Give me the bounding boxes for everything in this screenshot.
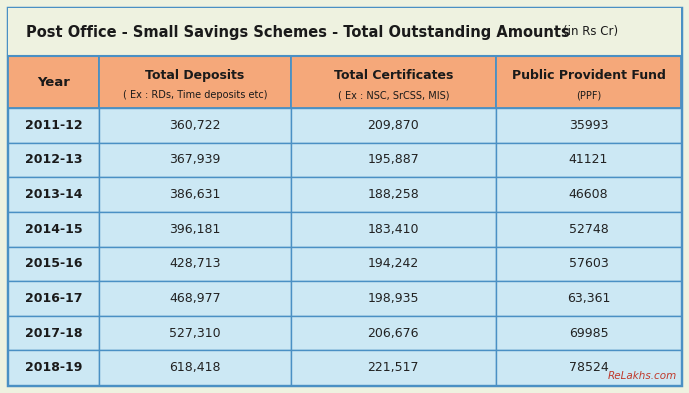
Bar	[291, 143, 496, 177]
Text: 2014-15: 2014-15	[25, 223, 82, 236]
Bar	[291, 246, 496, 281]
Text: Total Deposits: Total Deposits	[145, 69, 245, 82]
Bar	[496, 246, 681, 281]
Text: Post Office - Small Savings Schemes - Total Outstanding Amounts: Post Office - Small Savings Schemes - To…	[25, 24, 569, 40]
Text: 2015-16: 2015-16	[25, 257, 82, 270]
Bar	[291, 281, 496, 316]
Text: 206,676: 206,676	[367, 327, 419, 340]
Bar	[291, 212, 496, 246]
Text: 194,242: 194,242	[368, 257, 419, 270]
Text: 221,517: 221,517	[367, 361, 419, 374]
Bar	[496, 351, 681, 385]
Bar	[99, 177, 291, 212]
Text: 52748: 52748	[568, 223, 608, 236]
Text: 69985: 69985	[568, 327, 608, 340]
Bar	[8, 212, 99, 246]
Text: 209,870: 209,870	[367, 119, 419, 132]
Bar	[8, 8, 681, 56]
Text: 428,713: 428,713	[169, 257, 220, 270]
Bar	[291, 108, 496, 143]
Text: Public Provident Fund: Public Provident Fund	[511, 69, 666, 82]
Bar	[99, 316, 291, 351]
Text: 198,935: 198,935	[367, 292, 419, 305]
Text: 35993: 35993	[568, 119, 608, 132]
Text: 367,939: 367,939	[169, 153, 220, 167]
Bar	[496, 56, 681, 108]
Bar	[496, 177, 681, 212]
Bar	[291, 56, 496, 108]
Bar	[99, 56, 291, 108]
Text: 2012-13: 2012-13	[25, 153, 82, 167]
Bar	[8, 177, 99, 212]
Text: 195,887: 195,887	[367, 153, 419, 167]
Bar	[99, 351, 291, 385]
Text: (PPF): (PPF)	[576, 90, 601, 100]
Text: 46608: 46608	[568, 188, 608, 201]
Bar	[496, 212, 681, 246]
Bar	[99, 246, 291, 281]
Text: 2011-12: 2011-12	[25, 119, 82, 132]
Text: (in Rs Cr): (in Rs Cr)	[563, 26, 618, 39]
Bar	[291, 351, 496, 385]
Bar	[99, 281, 291, 316]
Text: 63,361: 63,361	[567, 292, 610, 305]
Bar	[8, 108, 99, 143]
Text: 396,181: 396,181	[169, 223, 220, 236]
Bar	[291, 316, 496, 351]
Text: 386,631: 386,631	[169, 188, 220, 201]
Text: Year: Year	[37, 75, 70, 88]
Bar	[8, 143, 99, 177]
Bar	[496, 108, 681, 143]
Bar	[99, 108, 291, 143]
Text: 2017-18: 2017-18	[25, 327, 82, 340]
Text: 2016-17: 2016-17	[25, 292, 82, 305]
Text: 188,258: 188,258	[367, 188, 419, 201]
Bar	[496, 281, 681, 316]
Text: 183,410: 183,410	[367, 223, 419, 236]
Text: ( Ex : RDs, Time deposits etc): ( Ex : RDs, Time deposits etc)	[123, 90, 267, 100]
Text: 468,977: 468,977	[169, 292, 220, 305]
Text: 360,722: 360,722	[169, 119, 220, 132]
Bar	[8, 246, 99, 281]
Text: 618,418: 618,418	[169, 361, 220, 374]
Bar	[99, 212, 291, 246]
Text: 78524: 78524	[568, 361, 608, 374]
Bar	[8, 281, 99, 316]
Text: 41121: 41121	[569, 153, 608, 167]
Text: 527,310: 527,310	[169, 327, 220, 340]
Bar	[496, 316, 681, 351]
Bar	[291, 177, 496, 212]
Bar	[8, 56, 99, 108]
Text: 2013-14: 2013-14	[25, 188, 82, 201]
Bar	[8, 316, 99, 351]
Bar	[496, 143, 681, 177]
Text: ( Ex : NSC, SrCSS, MIS): ( Ex : NSC, SrCSS, MIS)	[338, 90, 449, 100]
Text: Total Certificates: Total Certificates	[333, 69, 453, 82]
Bar	[99, 143, 291, 177]
Text: ReLakhs.com: ReLakhs.com	[608, 371, 677, 381]
Text: 2018-19: 2018-19	[25, 361, 82, 374]
Bar	[8, 351, 99, 385]
Text: 57603: 57603	[568, 257, 608, 270]
